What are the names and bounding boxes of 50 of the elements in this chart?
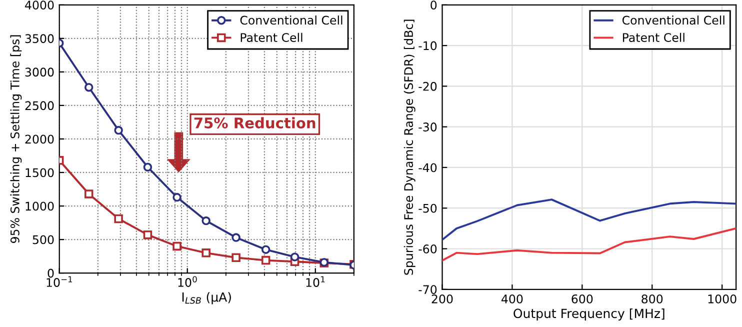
point [202, 248, 210, 258]
y-axis-title: 95% Switching + Settling Time [ps] [10, 35, 22, 243]
point [290, 252, 300, 262]
point [232, 233, 240, 242]
line-series [442, 198, 736, 241]
y-tick-label: 1000 [26, 202, 54, 211]
legend-label: Conventional Cell [622, 16, 724, 25]
y-tick-label: -70 [418, 285, 437, 294]
y-tick-label: -30 [418, 122, 437, 132]
point [261, 256, 270, 265]
x-tick-label: 10$^{0}$ [178, 276, 197, 287]
y-tick-label: -50 [418, 204, 437, 213]
y-tick-label: 2000 [25, 134, 54, 144]
x-tick-label: 400 [502, 294, 523, 304]
y-tick-label: 0 [430, 0, 437, 10]
point [84, 82, 94, 92]
y-tick-label: -20 [418, 82, 437, 91]
x-tick-label: 1000 [708, 294, 736, 304]
line-series [442, 227, 736, 262]
point [202, 216, 210, 226]
point [261, 245, 270, 254]
y-tick-label: 0 [48, 268, 54, 278]
point [172, 242, 182, 251]
y-tick-label: -60 [418, 244, 437, 254]
y-tick-label: 2500 [25, 101, 54, 110]
point [114, 214, 123, 224]
legend-label: Conventional Cell [240, 16, 342, 25]
y-tick-label: 3000 [25, 68, 54, 77]
y-tick-label: 4000 [25, 0, 54, 10]
point [84, 190, 94, 198]
point [143, 230, 152, 240]
legend-label: Patent Cell [622, 32, 684, 42]
y-tick-label: 1500 [26, 168, 54, 178]
x-tick-label: 800 [642, 294, 663, 304]
y-tick-label: -40 [418, 163, 437, 172]
x-tick-label: 10$^{1}$ [306, 276, 325, 287]
y-tick-label: 500 [32, 235, 54, 244]
x-axis-title: I$_{LSB}$ (μA) [182, 292, 231, 304]
point [172, 192, 182, 202]
point [232, 253, 240, 262]
y-tick-label: -10 [418, 41, 437, 50]
x-axis-title: Output Frequency [MHz] [514, 308, 664, 321]
annotation: 75% Reduction [194, 117, 316, 128]
point [143, 162, 152, 172]
point [114, 126, 123, 135]
legend-label: Patent Cell [240, 32, 302, 42]
x-tick-label: 200 [432, 294, 453, 304]
y-axis-title: Spurious Free Dynamic Range (SFDR) [dBc] [404, 20, 416, 275]
x-tick-label: 600 [572, 294, 593, 304]
y-tick-label: 3500 [25, 34, 54, 44]
